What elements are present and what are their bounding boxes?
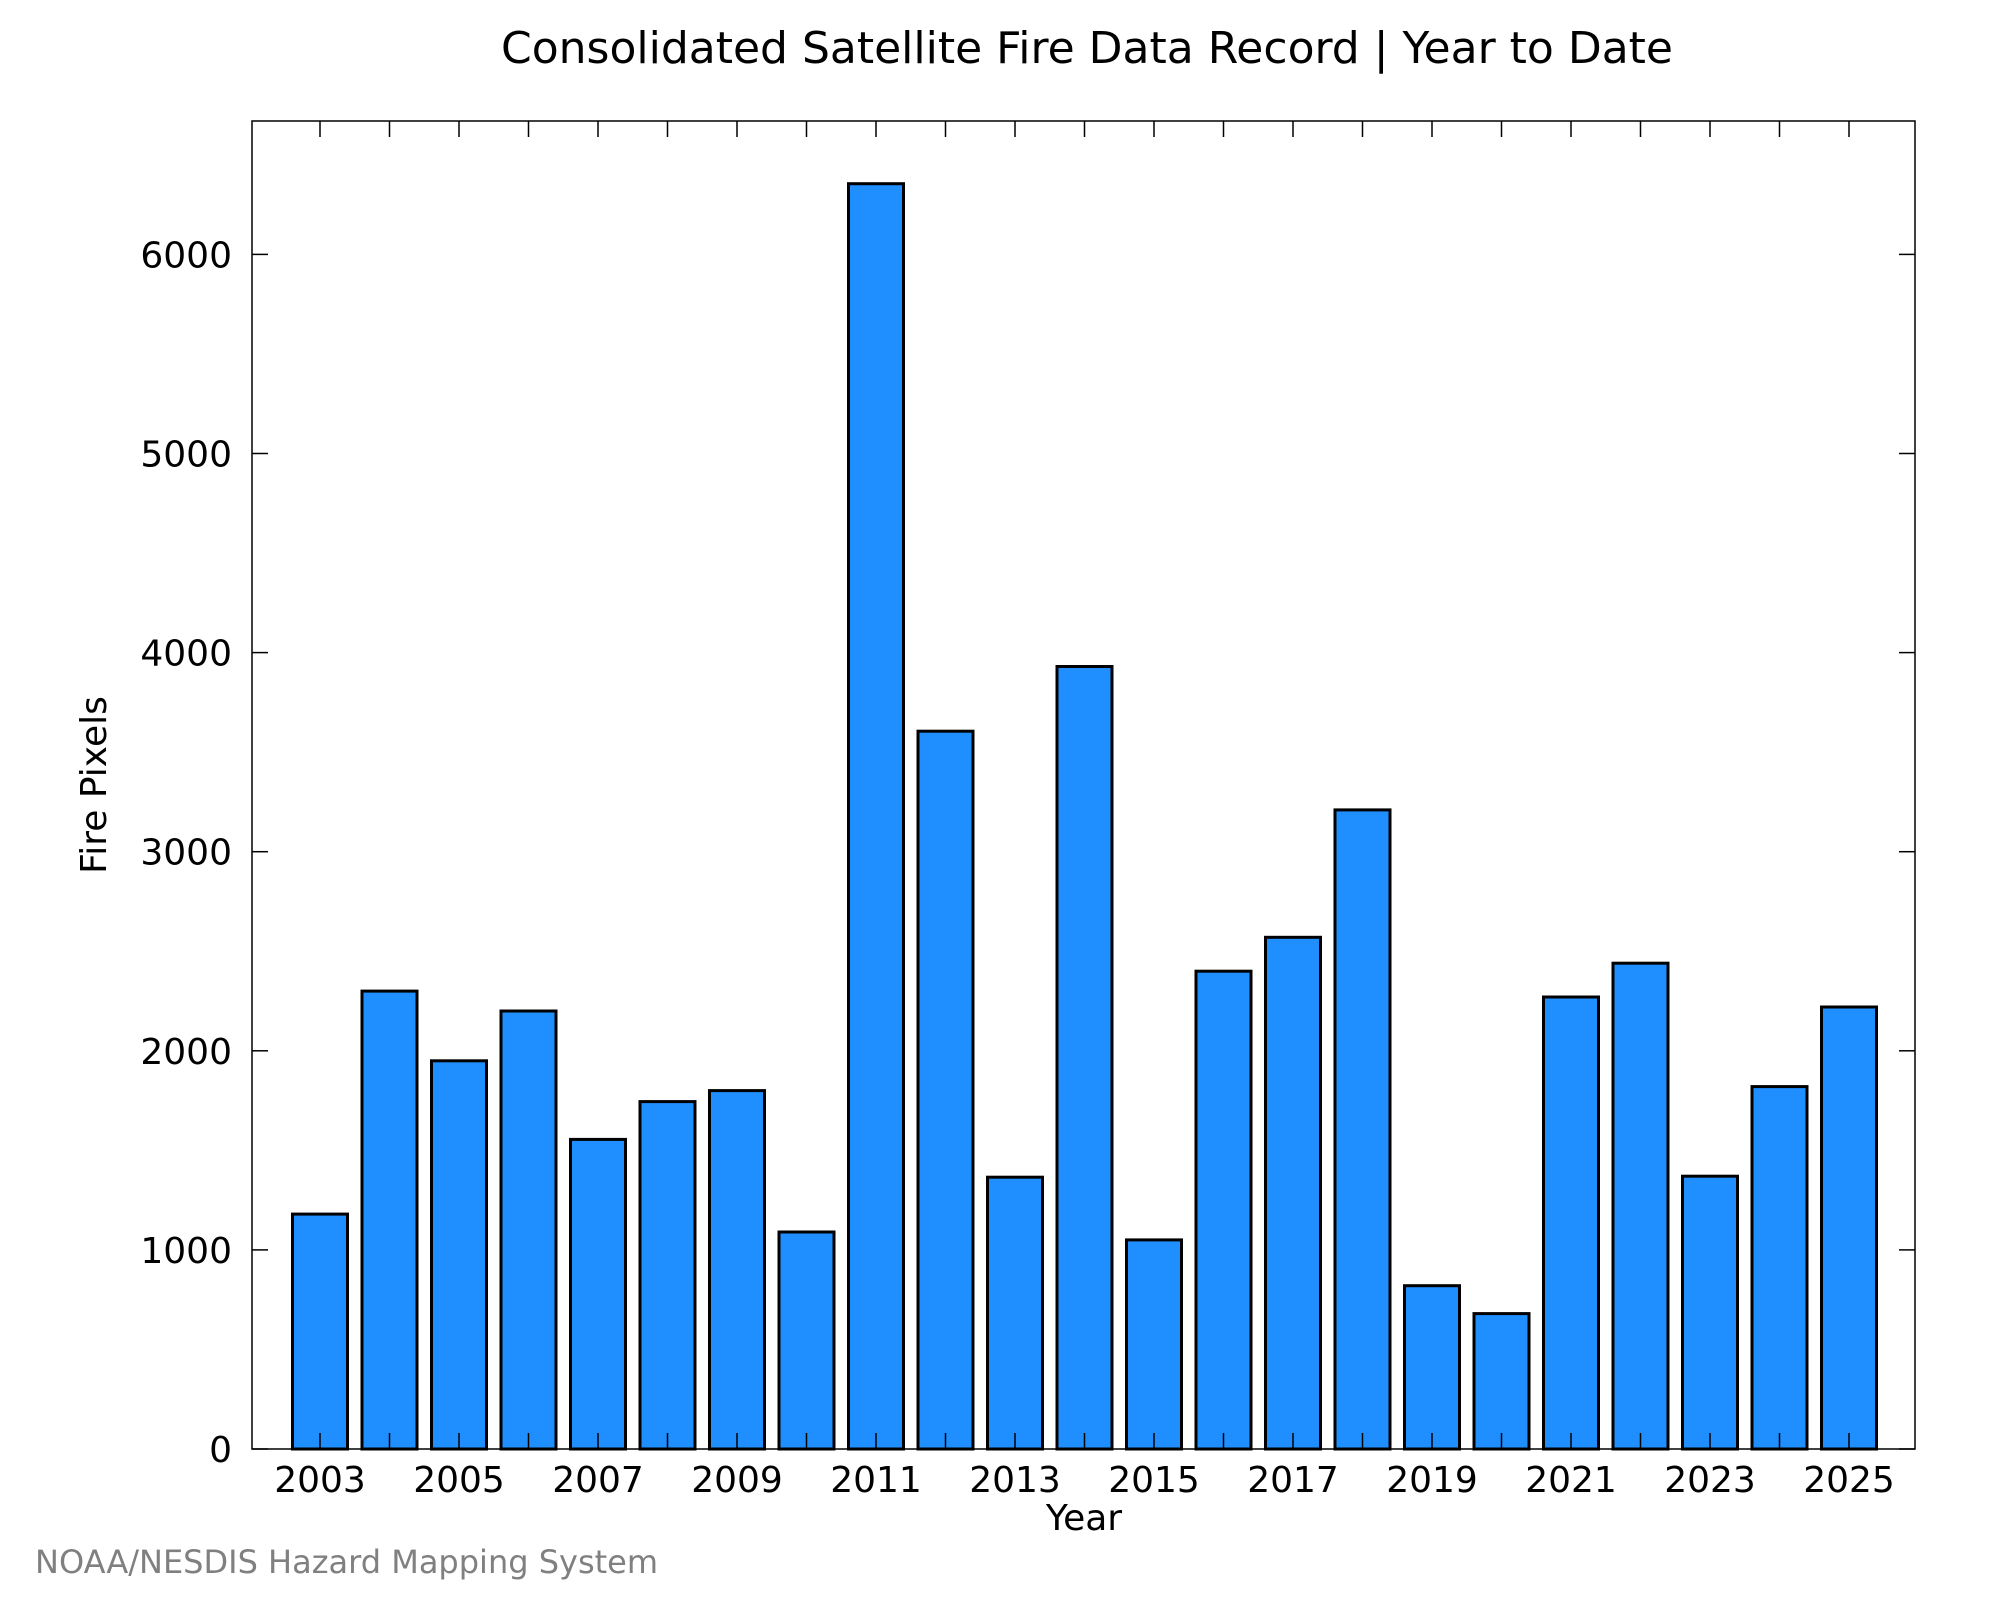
x-tick-label-2017: 2017 (1247, 1460, 1339, 1501)
bars-group (291, 182, 1878, 1451)
plot-frame (251, 120, 1916, 1450)
bar-2015 (1125, 1238, 1183, 1451)
bar-2014 (1055, 665, 1114, 1451)
bar-2012 (916, 729, 975, 1451)
bar-2025 (1820, 1005, 1878, 1451)
bar-2005 (430, 1059, 488, 1451)
bar-2021 (1542, 995, 1600, 1451)
bar-2003 (291, 1212, 349, 1451)
bar-2017 (1264, 935, 1322, 1451)
chart-title: Consolidated Satellite Fire Data Record … (501, 23, 1673, 74)
x-tick-label-2011: 2011 (830, 1460, 922, 1501)
x-tick-label-2003: 2003 (274, 1460, 366, 1501)
x-tick-label-2021: 2021 (1525, 1460, 1617, 1501)
bar-2008 (638, 1100, 697, 1451)
y-tick-label-0: 0 (209, 1430, 232, 1471)
y-tick-label-2000: 2000 (140, 1032, 232, 1073)
y-tick-label-1000: 1000 (140, 1231, 232, 1272)
x-tick-label-2009: 2009 (691, 1460, 783, 1501)
bar-2018 (1333, 808, 1392, 1451)
bar-2016 (1194, 969, 1253, 1451)
bar-2024 (1750, 1085, 1809, 1451)
x-tick-label-2013: 2013 (969, 1460, 1061, 1501)
x-tick-label-2015: 2015 (1108, 1460, 1200, 1501)
x-tick-label-2005: 2005 (413, 1460, 505, 1501)
x-tick-label-2025: 2025 (1803, 1460, 1895, 1501)
bar-2009 (708, 1089, 766, 1451)
y-axis-label: Fire Pixels (74, 696, 115, 874)
y-tick-label-6000: 6000 (140, 235, 232, 276)
bar-2006 (499, 1009, 558, 1451)
bar-2013 (986, 1175, 1044, 1451)
bar-2020 (1472, 1312, 1531, 1451)
x-tick-label-2023: 2023 (1664, 1460, 1756, 1501)
bar-2011 (847, 182, 905, 1451)
y-tick-label-5000: 5000 (140, 435, 232, 476)
x-tick-label-2007: 2007 (552, 1460, 644, 1501)
x-axis-label: Year (1045, 1498, 1122, 1539)
bar-2010 (777, 1230, 836, 1451)
y-tick-labels-group: 0 1000 2000 3000 4000 5000 6000 (140, 235, 232, 1471)
x-tick-label-2019: 2019 (1386, 1460, 1478, 1501)
y-tick-label-3000: 3000 (140, 833, 232, 874)
bar-2022 (1611, 961, 1670, 1451)
bar-2004 (360, 989, 419, 1451)
y-tick-label-4000: 4000 (140, 634, 232, 675)
bar-2019 (1403, 1284, 1461, 1451)
source-credit: NOAA/NESDIS Hazard Mapping System (35, 1543, 658, 1581)
bar-2007 (569, 1137, 627, 1451)
bar-2023 (1681, 1174, 1739, 1451)
x-tick-labels-group: 2003 2005 2007 2009 2011 2013 2015 2017 2019 2021… (274, 1460, 1895, 1501)
tick-marks-group (252, 121, 1915, 1450)
